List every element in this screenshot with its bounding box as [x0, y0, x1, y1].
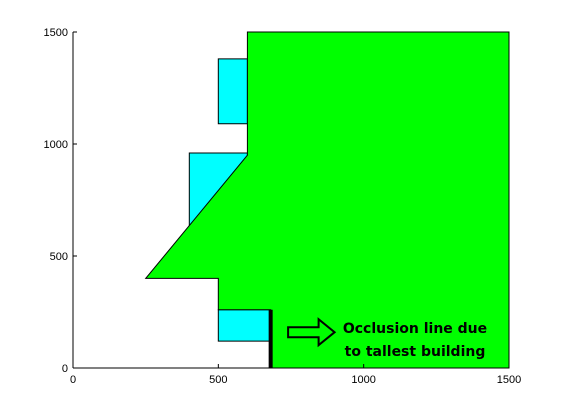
- y-tick-label: 1500: [44, 27, 68, 39]
- building-3: [217, 58, 248, 125]
- x-tick-label: 0: [70, 374, 76, 386]
- building-1: [217, 309, 272, 342]
- y-tick-label: 500: [50, 251, 68, 263]
- annotation-arrow-layer: [287, 317, 337, 348]
- y-tick-label: 1000: [44, 139, 68, 151]
- axis-ticks-layer: 0 500 1000 1500 0 500 1000 1500: [44, 27, 522, 386]
- annotation-arrow: [287, 317, 337, 348]
- annotation-line-2: to tallest building: [345, 344, 486, 360]
- annotation-line-1: Occlusion line due: [343, 321, 487, 337]
- occluded-region-layer: [144, 31, 510, 369]
- occluded-region: [144, 31, 510, 369]
- x-tick-label: 1500: [497, 374, 521, 386]
- x-tick-label: 500: [209, 374, 227, 386]
- x-tick-label: 1000: [351, 374, 375, 386]
- y-tick-label: 0: [62, 363, 68, 375]
